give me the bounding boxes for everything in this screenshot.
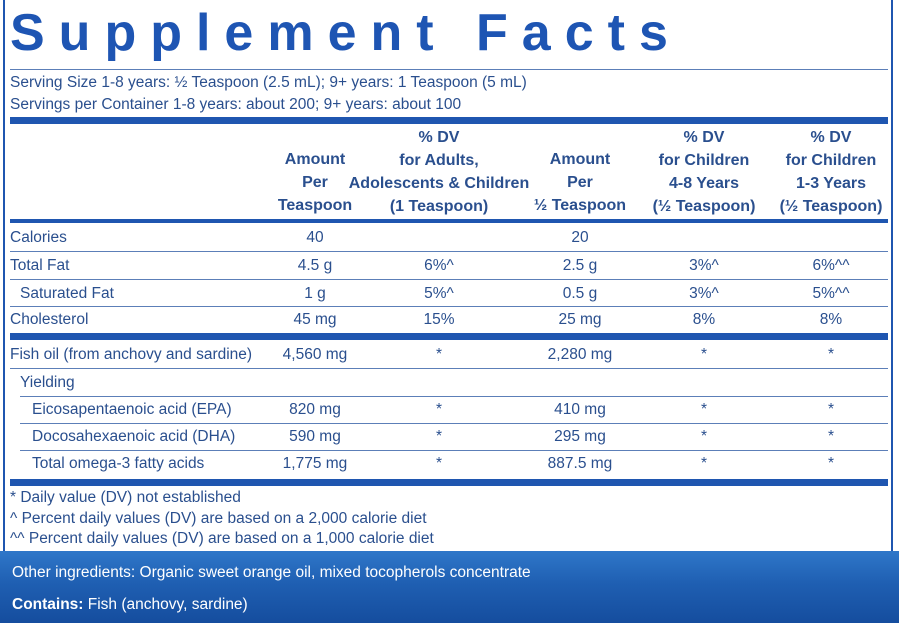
other-ingredients: Other ingredients: Organic sweet orange … [12,564,531,581]
header-line: Adolescents & Children [348,175,530,192]
row-label: Eicosapentaenoic acid (EPA) [32,401,232,418]
row-label: Total Fat [10,257,70,274]
row-value: * [435,455,443,472]
header-line: % DV [418,129,460,146]
row-label: Yielding [20,374,75,391]
row-value: 590 mg [289,428,341,445]
row-value: 6%^ [424,257,454,274]
header-dv-adults: % DV for Adults, Adolescents & Children … [346,126,532,218]
row-value: 1,775 mg [282,455,348,472]
row-value: * [700,428,708,445]
header-line: Amount [549,151,611,168]
row-value: * [700,401,708,418]
row-value: * [435,346,443,363]
divider [20,423,888,424]
divider [10,306,888,307]
header-line: Teaspoon [277,197,353,214]
header-line: (1 Teaspoon) [389,198,489,215]
facts-panel [3,0,893,551]
serving-size: Serving Size 1-8 years: ½ Teaspoon (2.5 … [10,74,527,91]
row-value: 887.5 mg [547,455,613,472]
header-dv-children-1-3: % DV for Children 1-3 Years (½ Teaspoon) [774,126,888,218]
footnote: ^^ Percent daily values (DV) are based o… [10,530,434,547]
row-value: 8% [692,311,716,328]
row-value: 3%^ [689,285,719,302]
row-value: * [827,346,835,363]
row-value: 4.5 g [297,257,333,274]
row-value: 15% [423,311,455,328]
row-label: Docosahexaenoic acid (DHA) [32,428,236,445]
header-line: % DV [683,129,725,146]
row-value: * [700,455,708,472]
row-value: 25 mg [558,311,602,328]
footnote: ^ Percent daily values (DV) are based on… [10,510,427,527]
row-value: 5%^^ [812,285,850,302]
divider [10,69,888,70]
divider [10,117,888,124]
row-value: * [435,428,443,445]
row-value: 6%^^ [812,257,850,274]
row-value: 820 mg [289,401,341,418]
row-value: 3%^ [689,257,719,274]
divider [10,368,888,369]
row-value: 45 mg [293,311,337,328]
header-line: (½ Teaspoon) [652,198,756,215]
row-value: * [700,346,708,363]
header-line: (½ Teaspoon) [779,198,883,215]
row-value: 0.5 g [562,285,598,302]
contains-statement: Contains: Fish (anchovy, sardine) [12,596,248,614]
row-value: 8% [819,311,843,328]
divider [10,251,888,252]
row-value: * [827,455,835,472]
row-value: * [827,401,835,418]
header-line: % DV [810,129,852,146]
divider [20,396,888,397]
divider [10,279,888,280]
row-value: 410 mg [554,401,606,418]
row-value: 20 [571,229,589,246]
row-value: * [435,401,443,418]
row-value: 4,560 mg [282,346,348,363]
header-line: 1-3 Years [796,175,866,192]
row-value: 40 [306,229,324,246]
row-value: * [827,428,835,445]
header-line: Per [302,174,328,191]
header-amount-per-half-teaspoon: Amount Per ½ Teaspoon [526,148,634,217]
divider [10,333,888,340]
contains-label: Contains: [12,596,84,613]
row-label: Cholesterol [10,311,89,328]
header-line: for Children [785,152,877,169]
page-title: Supplement Facts [10,4,682,62]
divider [10,479,888,486]
row-value: 5%^ [424,285,454,302]
contains-text: Fish (anchovy, sardine) [83,596,248,613]
header-line: Per [567,174,593,191]
header-line: for Children [658,152,750,169]
row-value: 2.5 g [562,257,598,274]
header-amount-per-teaspoon: Amount Per Teaspoon [272,148,358,217]
header-line: ½ Teaspoon [533,197,627,214]
header-dv-children-4-8: % DV for Children 4-8 Years (½ Teaspoon) [646,126,762,218]
servings-per-container: Servings per Container 1-8 years: about … [10,96,462,113]
row-label: Total omega-3 fatty acids [32,455,205,472]
row-value: 295 mg [554,428,606,445]
header-line: for Adults, [399,152,479,169]
row-label: Fish oil (from anchovy and sardine) [10,346,253,363]
row-label: Saturated Fat [20,285,114,302]
divider [20,450,888,451]
row-value: 2,280 mg [547,346,613,363]
row-label: Calories [10,229,67,246]
row-value: 1 g [304,285,326,302]
header-line: 4-8 Years [669,175,739,192]
header-line: Amount [284,151,346,168]
ingredients-bar: Other ingredients: Organic sweet orange … [0,551,899,623]
divider [10,219,888,223]
footnote: * Daily value (DV) not established [10,489,241,506]
